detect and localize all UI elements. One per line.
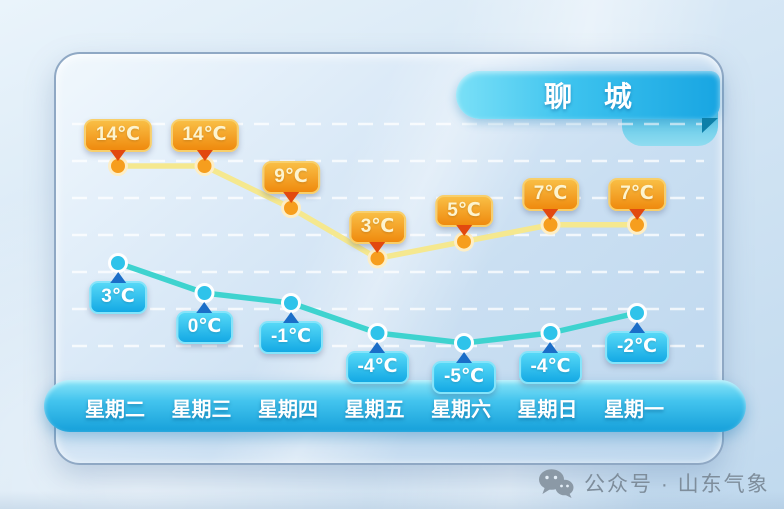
day-label: 星期一 xyxy=(604,399,664,421)
weather-panel: 聊 城 星期二 星期三 星期四 星期五 星期六 星期日 星期一 14℃ 14℃ 9℃ 3℃ 5℃ 7℃… xyxy=(44,52,746,465)
high-temperature-point xyxy=(454,231,474,252)
low-temperature-point xyxy=(367,323,388,343)
day-label: 星期五 xyxy=(344,399,405,421)
weekday-bar: 星期二 星期三 星期四 星期五 星期六 星期日 星期一 xyxy=(44,380,746,432)
day-label: 星期六 xyxy=(431,399,491,421)
high-temperature-point xyxy=(194,156,215,176)
city-name: 聊 城 xyxy=(544,81,644,112)
wechat-account-footer: 公众号 · 山东气象 xyxy=(538,466,770,500)
low-temperature-point xyxy=(281,293,301,313)
high-temperature-line xyxy=(115,163,640,262)
day-label: 星期四 xyxy=(258,399,318,421)
high-temperature-point xyxy=(540,214,561,235)
high-temperature-point xyxy=(627,214,647,235)
high-temperature-point xyxy=(108,156,128,176)
day-label: 星期二 xyxy=(85,399,145,421)
wechat-icon xyxy=(539,469,574,498)
banner-ribbon-fold-icon xyxy=(702,118,718,133)
wechat-account-label: 公众号 · 山东气象 xyxy=(584,473,770,496)
high-temperature-point xyxy=(367,248,388,269)
day-label: 星期三 xyxy=(171,399,232,421)
high-temperature-point xyxy=(281,198,301,218)
low-temperature-point xyxy=(454,333,474,353)
day-label: 星期日 xyxy=(517,399,578,421)
low-temperature-point xyxy=(627,303,647,323)
low-temperature-point xyxy=(540,323,561,343)
low-temperature-point xyxy=(108,253,128,273)
city-banner: 聊 城 xyxy=(456,71,720,119)
low-temperature-point xyxy=(194,283,215,303)
